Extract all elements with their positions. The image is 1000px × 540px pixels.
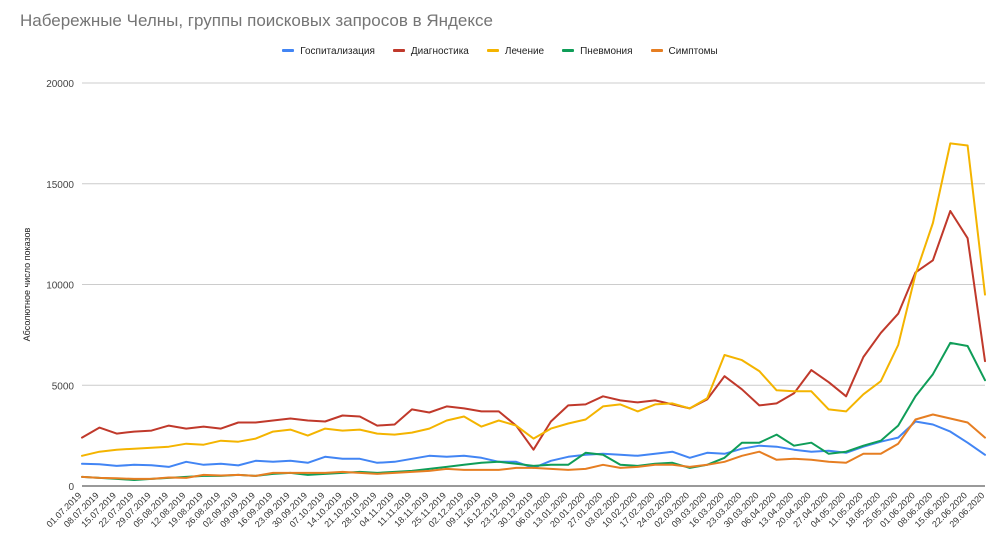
y-tick-label: 10000 bbox=[46, 281, 74, 292]
legend-label: Пневмония bbox=[580, 46, 633, 57]
legend-label: Симптомы bbox=[668, 46, 718, 57]
legend-swatch bbox=[650, 48, 663, 52]
legend-swatch bbox=[282, 48, 295, 52]
legend-swatch bbox=[486, 48, 499, 52]
series-line-Лечение bbox=[81, 142, 986, 457]
y-axis-label: Абсолютное число показов bbox=[22, 227, 32, 341]
legend: Госпитализация Диагностика Лечение Пневмони… bbox=[0, 46, 1000, 57]
legend-item: Симптомы bbox=[650, 46, 718, 57]
y-tick-label: 0 bbox=[68, 482, 74, 493]
legend-item: Госпитализация bbox=[282, 46, 375, 57]
series-line-Диагностика bbox=[81, 210, 986, 451]
legend-swatch bbox=[392, 48, 405, 52]
legend-item: Лечение bbox=[486, 46, 545, 57]
y-tick-label: 15000 bbox=[46, 180, 74, 191]
y-tick-label: 5000 bbox=[52, 381, 75, 392]
legend-item: Диагностика bbox=[392, 46, 469, 57]
legend-swatch bbox=[562, 48, 575, 52]
series-line-Пневмония bbox=[81, 341, 986, 481]
legend-item: Пневмония bbox=[562, 46, 633, 57]
legend-label: Госпитализация bbox=[300, 46, 375, 57]
chart-title: Набережные Челны, группы поисковых запро… bbox=[20, 11, 493, 30]
series-line-Симптомы bbox=[81, 413, 986, 480]
legend-label: Диагностика bbox=[410, 46, 469, 57]
y-tick-label: 20000 bbox=[46, 79, 74, 90]
legend-label: Лечение bbox=[504, 46, 545, 57]
